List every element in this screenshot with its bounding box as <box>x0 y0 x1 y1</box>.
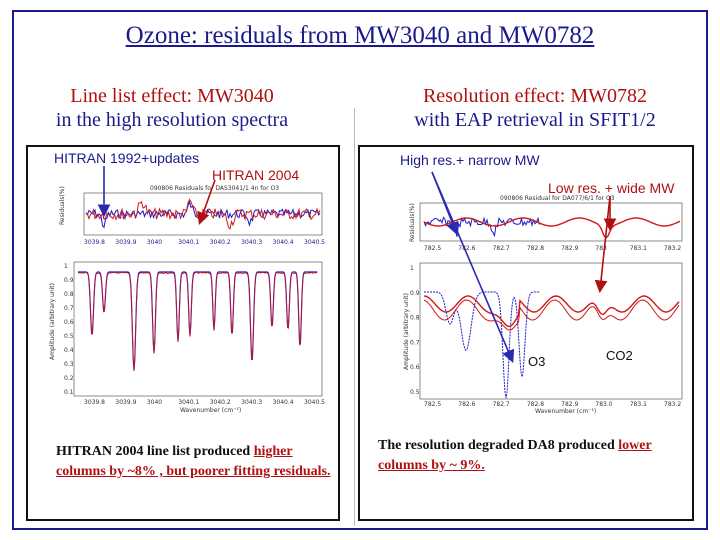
right-res-series-highres <box>423 216 540 238</box>
slide-frame <box>12 10 708 530</box>
right-spec-xlabel: Wavenumber (cm⁻¹) <box>535 408 596 415</box>
left-spec-y-tick-7: 0.3 <box>64 361 74 368</box>
right-res-series-lowres <box>423 217 681 239</box>
right-spec-y-tick-2: 0.8 <box>410 315 420 322</box>
left-spec-x-tick-4: 3040.2 <box>210 399 231 406</box>
right-res-x-tick-1: 782.6 <box>458 245 475 252</box>
right-plot-title: 090806 Residual for DA077/6/1 for O3 <box>500 195 615 202</box>
left-spec-series-blue <box>78 271 318 371</box>
right-spec-x-tick-5: 783.0 <box>595 401 612 408</box>
left-spec-xlabel: Wavenumber (cm⁻¹) <box>180 407 241 414</box>
arrow-hitran2004 <box>197 179 216 226</box>
right-spec-y-tick-1: 0.9 <box>410 290 420 297</box>
left-spectrum-frame <box>73 261 323 397</box>
label-o3: O3 <box>528 354 545 369</box>
column-divider <box>354 108 355 526</box>
left-caption-highlight: higher columns by ~8% <box>56 444 293 479</box>
left-spec-y-tick-8: 0.2 <box>64 375 74 382</box>
right-caption-part1: The resolution degraded DA8 produced <box>378 438 619 453</box>
right-caption-highlight: lower columns by ~ 9%. <box>378 438 652 473</box>
label-highres: High res.+ narrow MW <box>400 152 540 168</box>
left-spec-y-tick-5: 0.5 <box>64 333 74 340</box>
left-res-x-tick-2: 3040 <box>147 239 162 246</box>
right-spec-y-tick-5: 0.5 <box>410 389 420 396</box>
left-caption: HITRAN 2004 line list produced higher co… <box>56 442 332 482</box>
arrow-lowres-co2 <box>594 195 611 294</box>
right-spec-y-tick-3: 0.7 <box>410 339 420 346</box>
right-spec-x-tick-1: 782.6 <box>458 401 475 408</box>
right-heading-line2: with EAP retrieval in SFIT1/2 <box>414 109 656 131</box>
right-spec-x-tick-3: 782.8 <box>527 401 544 408</box>
left-spec-x-tick-1: 3039.9 <box>115 399 136 406</box>
left-spec-y-tick-3: 0.7 <box>64 305 74 312</box>
left-spec-x-tick-7: 3040.5 <box>304 399 325 406</box>
right-heading: Resolution effect: MW0782 with EAP retri… <box>370 84 700 132</box>
right-spec-x-tick-4: 782.9 <box>561 401 578 408</box>
label-hitran2004: HITRAN 2004 <box>212 167 300 183</box>
left-res-x-tick-3: 3040.1 <box>178 239 199 246</box>
left-spec-y-tick-1: 0.9 <box>64 277 74 284</box>
left-res-ylabel: Residuals(%) <box>59 186 66 225</box>
left-res-x-tick-4: 3040.2 <box>210 239 231 246</box>
right-spec-ylabel: Amplitude (arbitrary unit) <box>403 293 410 370</box>
left-caption-part2: , but poorer fitting residuals. <box>155 464 331 479</box>
right-res-ylabel: Residuals(%) <box>409 203 416 242</box>
right-spec-x-tick-6: 783.1 <box>630 401 647 408</box>
right-res-x-tick-6: 783.1 <box>630 245 647 252</box>
right-res-x-tick-5: 783 <box>595 245 607 252</box>
left-res-x-tick-0: 3039.8 <box>84 239 105 246</box>
left-res-x-tick-7: 3040.5 <box>304 239 325 246</box>
left-plot-title: 090806 Residuals for DAS3041/1 4n for O3 <box>150 185 279 192</box>
left-spec-x-tick-0: 3039.8 <box>84 399 105 406</box>
right-spec-series-lowres-b <box>423 299 680 331</box>
left-residual-plot: 090806 Residuals for DAS3041/1 4n for O3… <box>59 185 325 246</box>
left-spec-y-tick-4: 0.6 <box>64 319 74 326</box>
left-spec-y-tick-2: 0.8 <box>64 291 74 298</box>
left-spec-series-red <box>77 271 318 371</box>
left-res-x-tick-6: 3040.4 <box>273 239 294 246</box>
right-spec-series-highres <box>424 291 540 399</box>
slide-title: Ozone: residuals from MW3040 and MW0782 <box>125 22 595 49</box>
left-res-x-tick-1: 3039.9 <box>115 239 136 246</box>
left-spectrum-plot: Amplitude (arbitrary unit) 1 0.9 0.8 0.7 0.6… <box>49 261 325 414</box>
right-residual-frame <box>419 202 683 242</box>
left-spec-x-tick-6: 3040.4 <box>273 399 294 406</box>
right-spec-x-tick-7: 783.2 <box>664 401 681 408</box>
right-res-x-tick-2: 782.7 <box>493 245 510 252</box>
left-spec-ylabel: Amplitude (arbitrary unit) <box>49 283 56 360</box>
right-spec-x-tick-0: 782.5 <box>424 401 441 408</box>
left-spec-x-tick-3: 3040.1 <box>178 399 199 406</box>
left-spec-x-tick-5: 3040.3 <box>241 399 262 406</box>
left-spec-x-tick-2: 3040 <box>147 399 162 406</box>
left-heading-line1: Line list effect: MW3040 <box>70 85 274 107</box>
arrow-highres-o3 <box>431 171 515 363</box>
right-residual-plot: 090806 Residual for DA077/6/1 for O3 Res… <box>409 195 683 252</box>
left-caption-part1: HITRAN 2004 line list produced <box>56 444 254 459</box>
right-heading-line1: Resolution effect: MW0782 <box>422 85 648 107</box>
left-spec-y-tick-0: 1 <box>64 263 68 270</box>
right-res-x-tick-7: 783.2 <box>664 245 681 252</box>
right-caption: The resolution degraded DA8 produced low… <box>378 436 678 476</box>
right-spec-y-tick-0: 1 <box>410 265 414 272</box>
label-hitran1992: HITRAN 1992+updates <box>54 150 200 166</box>
right-res-x-tick-0: 782.5 <box>424 245 441 252</box>
left-heading: Line list effect: MW3040 in the high res… <box>22 84 322 132</box>
left-spec-y-tick-6: 0.4 <box>64 347 74 354</box>
right-spec-y-tick-4: 0.6 <box>410 364 420 371</box>
right-spectrum-frame <box>419 262 683 400</box>
right-spec-x-tick-2: 782.7 <box>493 401 510 408</box>
right-spectrum-plot: Amplitude (arbitrary unit) 1 0.9 0.8 0.7 0.6… <box>403 262 683 415</box>
left-spec-y-tick-9: 0.1 <box>64 389 74 396</box>
left-res-series-hitran2004 <box>85 198 321 231</box>
label-lowres: Low res. + wide MW <box>548 180 675 196</box>
right-spec-series-lowres-a <box>423 295 680 328</box>
left-res-x-tick-5: 3040.3 <box>241 239 262 246</box>
right-res-x-tick-3: 782.8 <box>527 245 544 252</box>
right-res-x-tick-4: 782.9 <box>561 245 578 252</box>
label-co2: CO2 <box>606 348 633 363</box>
left-heading-line2: in the high resolution spectra <box>55 109 289 131</box>
